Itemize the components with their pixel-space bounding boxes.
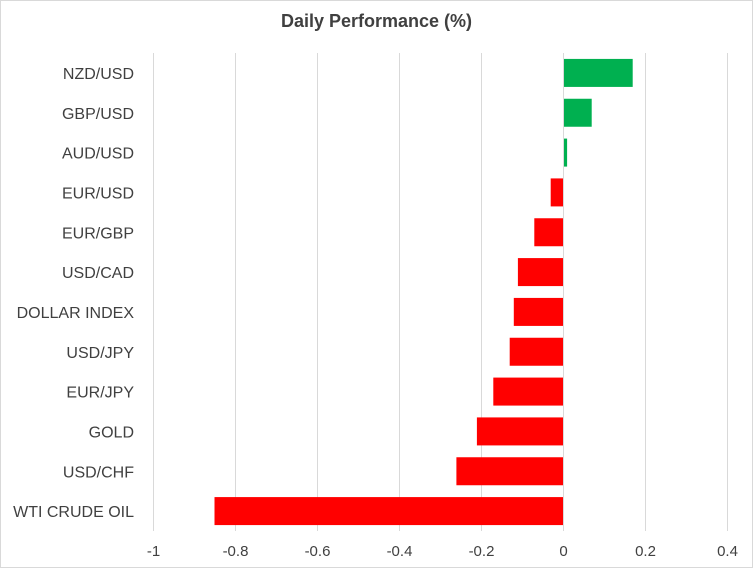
category-label: GBP/USD [62,106,134,123]
category-label: USD/CAD [62,265,134,282]
bar [513,297,563,326]
bar [534,218,563,247]
bar [517,258,563,287]
category-label: USD/JPY [66,345,134,362]
x-tick-label: 0 [559,543,567,560]
bar [476,417,563,446]
x-tick-label: -1 [147,543,160,560]
bar [563,138,568,167]
x-tick-label: 0.2 [635,543,656,560]
x-tick-label: -0.6 [305,543,331,560]
bar [550,178,563,207]
category-label: DOLLAR INDEX [17,305,135,322]
category-label: EUR/JPY [66,385,134,402]
bar [456,457,563,486]
x-tick-label: 0.4 [717,543,738,560]
bar [509,337,563,366]
bar [214,497,563,526]
category-label: EUR/USD [62,185,134,202]
category-label: WTI CRUDE OIL [13,504,134,521]
category-label: EUR/GBP [62,225,134,242]
bar [493,377,563,406]
category-label: GOLD [89,424,134,441]
x-tick-label: -0.8 [223,543,249,560]
bar [563,98,592,127]
category-label: NZD/USD [63,66,134,83]
category-label: AUD/USD [62,146,134,163]
x-tick-label: -0.2 [469,543,495,560]
x-tick-label: -0.4 [387,543,413,560]
bar [563,58,633,87]
category-label: USD/CHF [63,464,134,481]
chart-title: Daily Performance (%) [280,11,473,31]
